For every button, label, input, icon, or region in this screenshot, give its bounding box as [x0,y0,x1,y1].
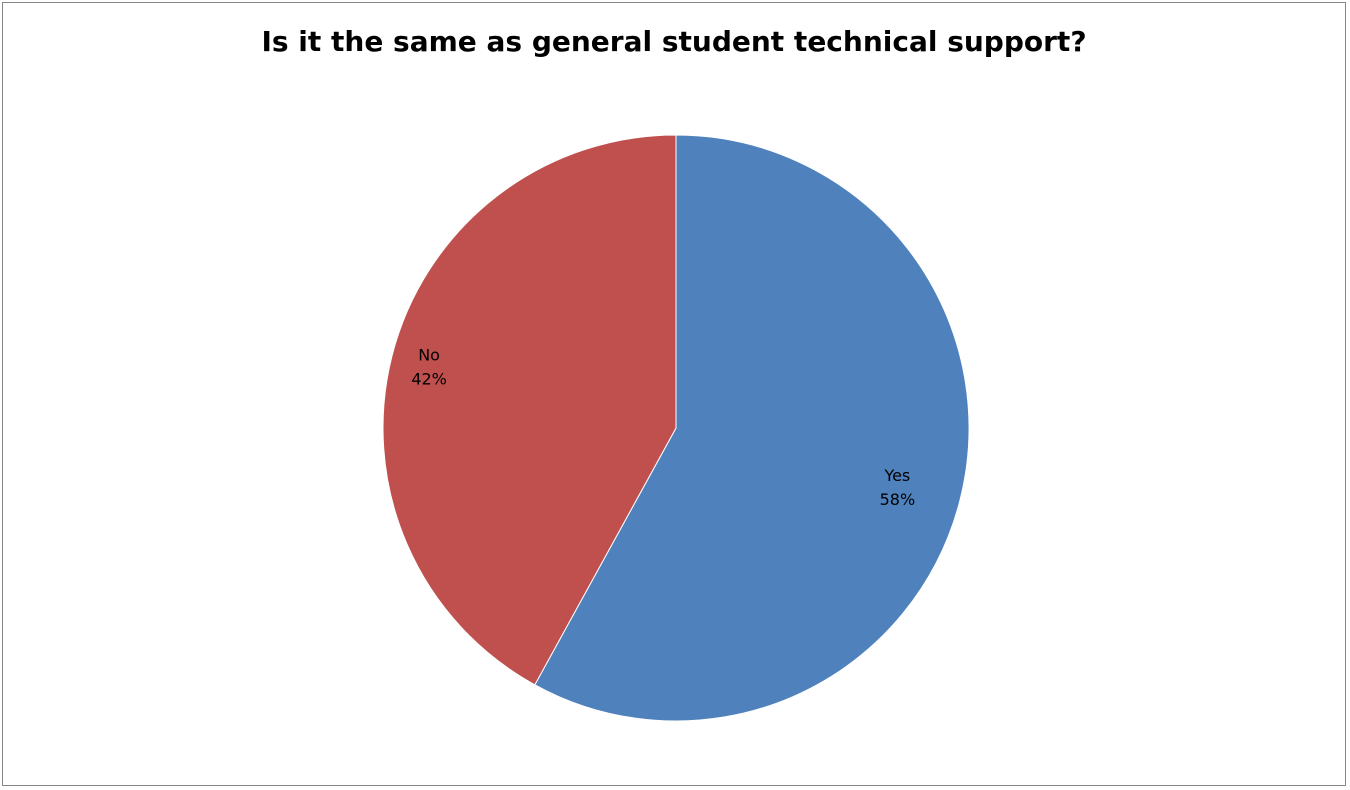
slice-label-yes: Yes [883,466,910,485]
chart-title: Is it the same as general student techni… [261,25,1087,58]
slice-value-yes: 58% [880,490,916,509]
slice-value-no: 42% [411,370,447,389]
pie-slice-yes [534,134,970,722]
pie-slice-no [382,134,677,686]
pie-chart: Yes 58% No 42% [382,134,970,722]
slice-label-no: No [418,346,440,365]
